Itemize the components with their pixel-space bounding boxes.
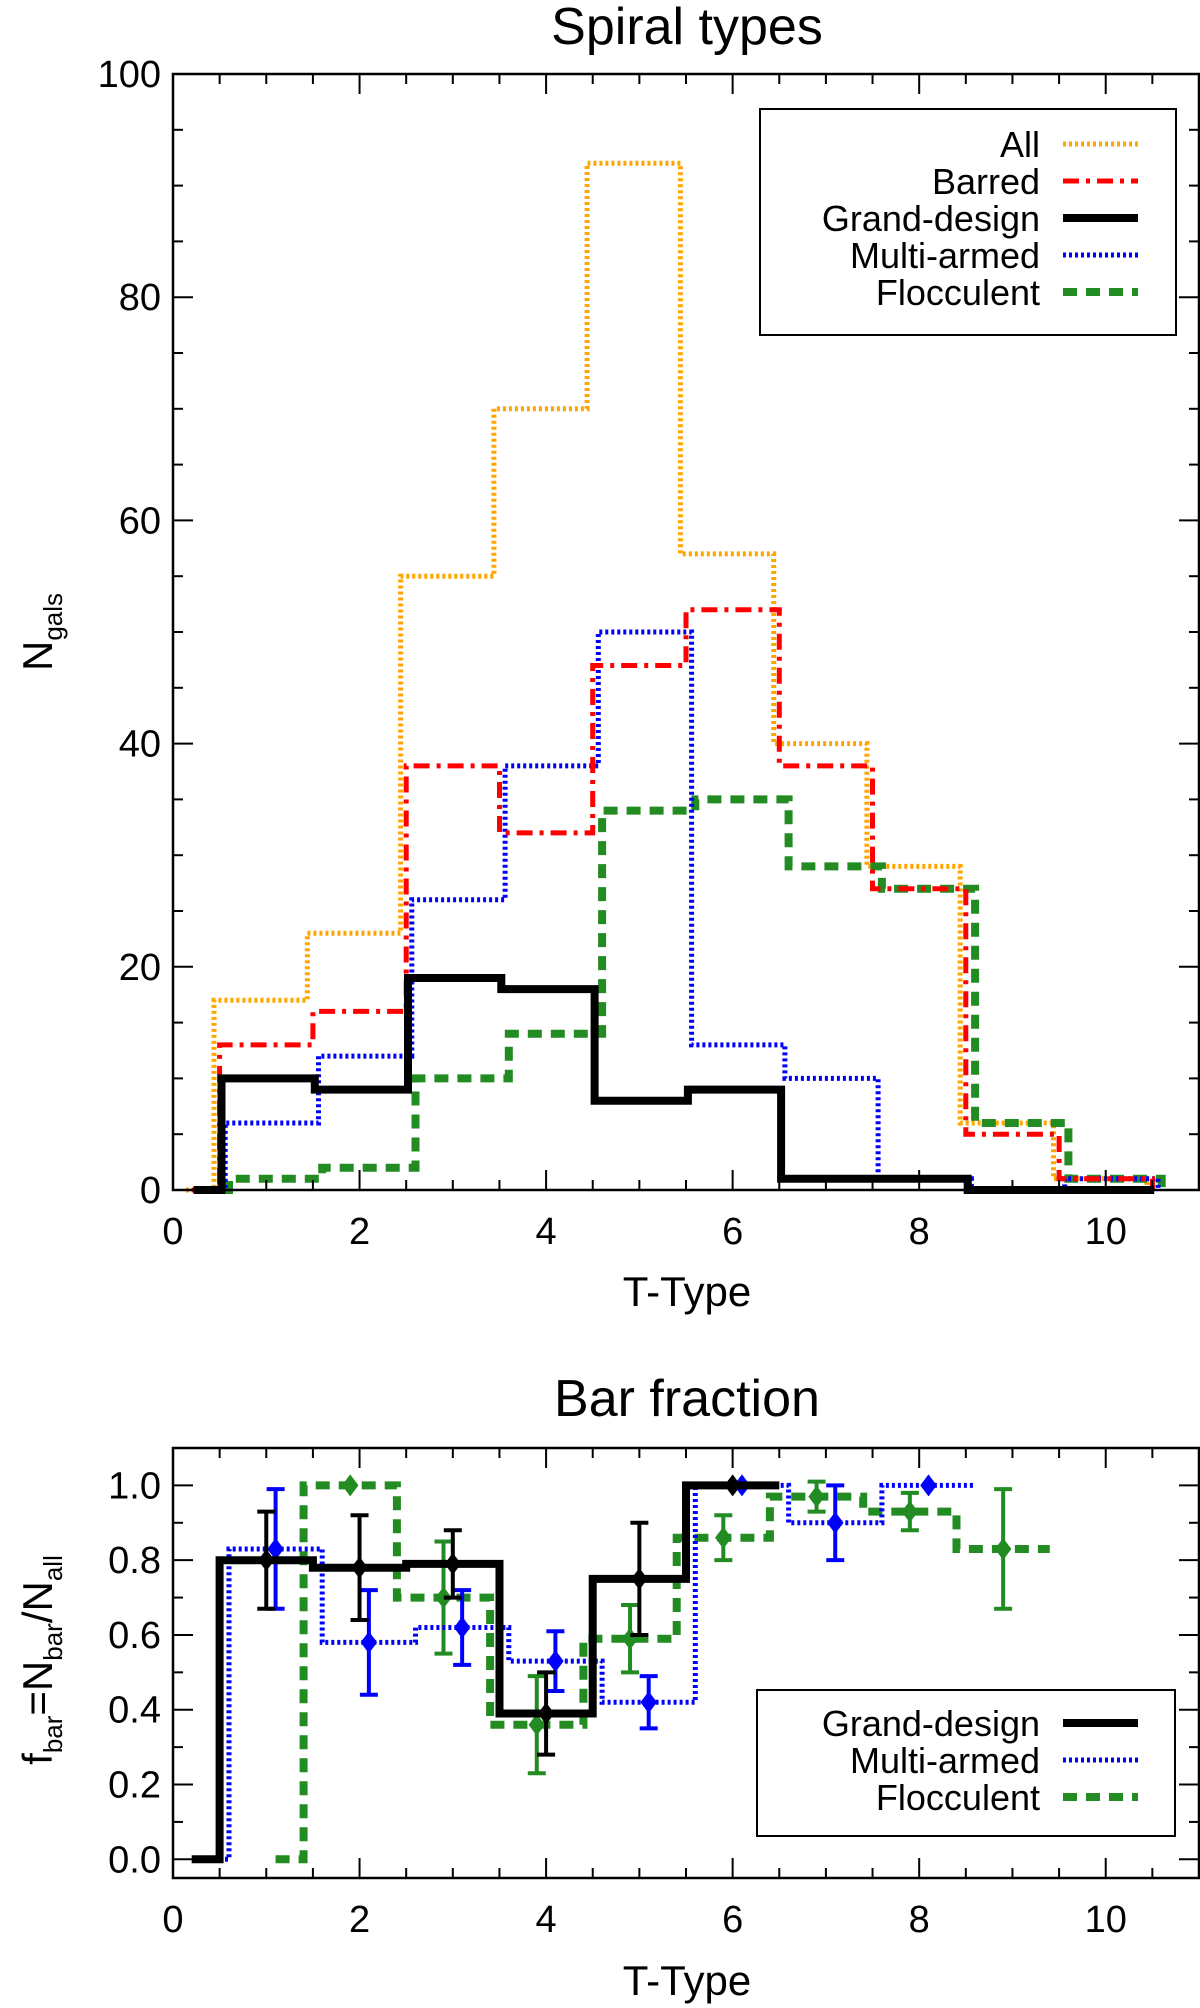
point-multi-armed bbox=[920, 1474, 937, 1497]
spiral-types-y-tick-label: 100 bbox=[98, 54, 161, 96]
legend-label-multi-armed: Multi-armed bbox=[850, 1740, 1040, 1781]
point-multi-armed bbox=[453, 1616, 471, 1639]
bar-fraction-x-tick-labels: 0 2 4 6 8 10 bbox=[162, 1899, 1126, 1941]
spiral-types-x-tick-label: 4 bbox=[536, 1211, 557, 1253]
bar-fraction-legend-box bbox=[756, 1689, 1176, 1837]
spiral-types-ticks bbox=[172, 73, 1200, 1191]
spiral-types-y-tick-label: 20 bbox=[119, 947, 161, 989]
point-grand-design bbox=[351, 1556, 368, 1579]
bar-fraction-x-label: T-Type bbox=[623, 1957, 751, 2004]
bar-fraction-x-tick-label: 10 bbox=[1085, 1899, 1127, 1941]
bar-fraction-ticks bbox=[172, 1448, 1200, 1878]
point-grand-design bbox=[631, 1567, 648, 1590]
bar-fraction-x-tick-label: 0 bbox=[162, 1899, 183, 1941]
point-flocculent bbox=[715, 1526, 732, 1549]
bar-fraction-x-tick-label: 2 bbox=[349, 1899, 370, 1941]
point-grand-design bbox=[724, 1474, 741, 1497]
bar-fraction-x-tick-label: 4 bbox=[536, 1899, 557, 1941]
legend-label-all: All bbox=[1000, 124, 1040, 165]
spiral-types-x-tick-label: 10 bbox=[1085, 1211, 1127, 1253]
point-flocculent bbox=[435, 1586, 452, 1609]
spiral-types-y-tick-label: 40 bbox=[119, 724, 161, 766]
bar-fraction-y-tick-label: 1.0 bbox=[108, 1465, 161, 1507]
fraction-flocculent-step bbox=[275, 1481, 1050, 1864]
bar-fraction-series bbox=[191, 1474, 1050, 1864]
point-flocculent bbox=[901, 1500, 919, 1523]
spiral-types-x-label: T-Type bbox=[623, 1268, 751, 1315]
point-multi-armed bbox=[267, 1537, 284, 1560]
point-flocculent bbox=[808, 1485, 825, 1508]
bar-fraction-x-tick-label: 8 bbox=[909, 1899, 930, 1941]
spiral-types-y-tick-label: 80 bbox=[119, 277, 161, 319]
legend-label-barred: Barred bbox=[932, 161, 1040, 202]
bar-fraction-y-tick-label: 0.6 bbox=[108, 1615, 161, 1657]
series-flocculent-step bbox=[201, 795, 1166, 1194]
point-grand-design bbox=[444, 1552, 462, 1575]
legend-label-grand-design: Grand-design bbox=[822, 198, 1040, 239]
series-grand-design-step bbox=[193, 974, 1155, 1194]
bar-fraction-x-tick-label: 6 bbox=[722, 1899, 743, 1941]
point-grand-design bbox=[537, 1702, 555, 1725]
bar-fraction-y-tick-label: 0.2 bbox=[108, 1765, 161, 1807]
point-flocculent bbox=[528, 1713, 546, 1736]
bar-fraction-panel: Bar fraction 0 2 4 6 8 10 0.00.20.40.60.81.0 … bbox=[14, 1370, 1200, 2004]
bar-fraction-title: Bar fraction bbox=[554, 1370, 820, 1428]
point-flocculent bbox=[341, 1474, 359, 1497]
legend-label-multi-armed: Multi-armed bbox=[850, 235, 1040, 276]
fraction-grand-design-step bbox=[191, 1481, 780, 1864]
legend-label-grand-design: Grand-design bbox=[822, 1703, 1040, 1744]
spiral-types-y-tick-label: 0 bbox=[140, 1170, 161, 1212]
legend-label-flocculent: Flocculent bbox=[876, 1777, 1040, 1818]
spiral-types-x-tick-label: 0 bbox=[162, 1211, 183, 1253]
point-grand-design bbox=[258, 1549, 275, 1572]
point-multi-armed bbox=[826, 1511, 844, 1534]
point-flocculent bbox=[994, 1537, 1012, 1560]
bar-fraction-y-tick-label: 0.8 bbox=[108, 1540, 161, 1582]
series-multi-armed-step bbox=[197, 629, 1161, 1193]
spiral-types-x-tick-label: 8 bbox=[909, 1211, 930, 1253]
spiral-types-title: Spiral types bbox=[551, 0, 823, 56]
spiral-types-panel: Spiral types 0 2 4 6 8 10 0 20 40 60 80 100 T-Type… bbox=[14, 0, 1200, 1315]
spiral-types-y-tick-label: 60 bbox=[119, 500, 161, 542]
bar-fraction-y-tick-labels: 0.0 0.2 0.4 0.6 0.8 1.0 bbox=[108, 1465, 161, 1881]
point-multi-armed bbox=[640, 1691, 657, 1714]
spiral-types-y-label: Ngals bbox=[14, 593, 68, 671]
legend-label-flocculent: Flocculent bbox=[876, 272, 1040, 313]
bar-fraction-y-tick-label: 0.0 bbox=[108, 1839, 161, 1881]
bar-fraction-y-label: fbar=Nbar/Nall bbox=[14, 1555, 68, 1765]
series-barred-step bbox=[191, 607, 1155, 1193]
spiral-types-x-tick-labels: 0 2 4 6 8 10 bbox=[162, 1211, 1126, 1253]
point-flocculent bbox=[621, 1627, 639, 1650]
spiral-types-legend: AllBarredGrand-designMulti-armedFloccule… bbox=[759, 108, 1177, 336]
point-multi-armed bbox=[360, 1631, 378, 1654]
bar-fraction-y-tick-label: 0.4 bbox=[108, 1690, 161, 1732]
spiral-types-x-tick-label: 2 bbox=[349, 1211, 370, 1253]
spiral-types-x-tick-label: 6 bbox=[722, 1211, 743, 1253]
spiral-types-y-tick-labels: 0 20 40 60 80 100 bbox=[98, 54, 161, 1212]
point-multi-armed bbox=[547, 1650, 564, 1673]
